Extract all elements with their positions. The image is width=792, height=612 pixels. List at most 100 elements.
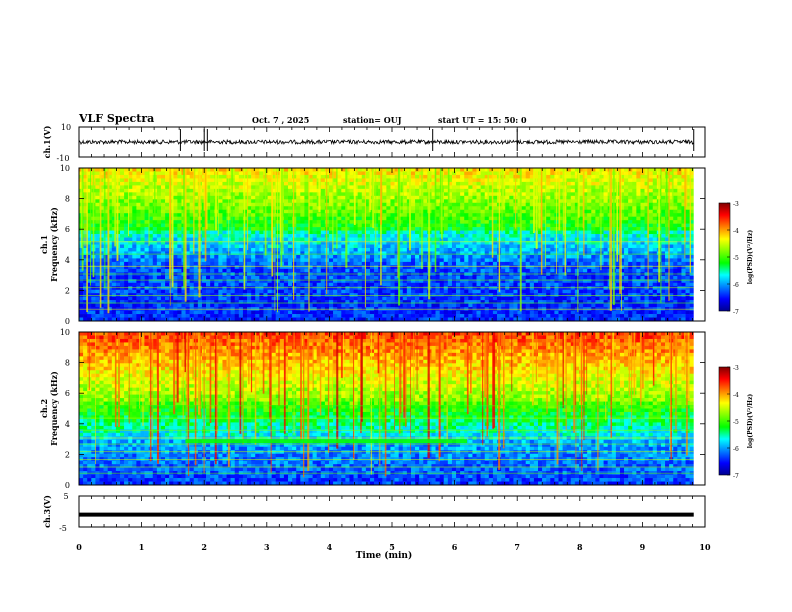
spectrogram-cell [357, 227, 363, 231]
spectrogram-cell [156, 185, 162, 190]
spectrogram-cell [574, 268, 580, 273]
spectrogram-cell [320, 185, 326, 190]
spectrogram-cell [517, 227, 522, 231]
spectrogram-cell [550, 168, 555, 172]
spectrogram-cell [443, 234, 449, 238]
spectrogram-cell [501, 275, 506, 280]
spectrogram-cell [685, 265, 690, 270]
spectrogram-cell [349, 268, 354, 273]
spectrogram-cell [460, 268, 465, 273]
spectrogram-cell [521, 199, 527, 204]
spectrogram-cell [361, 209, 367, 214]
spectrogram-cell [492, 279, 498, 284]
spectrogram-cell [251, 227, 256, 231]
spectrogram-cell [283, 237, 289, 242]
spectrogram-cell [259, 223, 264, 228]
spectrogram-cell [165, 181, 170, 186]
spectrogram-cell [529, 195, 535, 200]
spectrogram-cell [398, 202, 404, 207]
spectrogram-cell [583, 202, 588, 207]
spectrogram-cell [349, 237, 354, 242]
spectrogram-cell [402, 251, 408, 256]
spectrogram-cell [533, 275, 539, 280]
spectrogram-cell [111, 251, 117, 256]
spectrogram-cell [628, 188, 633, 193]
spectrogram-cell [550, 213, 555, 217]
spectrogram-cell [447, 237, 453, 242]
spectrogram-cell [619, 251, 625, 256]
spectrogram-cell [677, 174, 682, 179]
spectrogram-cell [148, 258, 154, 263]
spectrogram-cell [525, 192, 531, 197]
spectrogram-cell [456, 171, 461, 176]
spectrogram-cell [300, 251, 305, 256]
spectrogram-cell [546, 192, 551, 197]
spectrogram-cell [423, 223, 428, 228]
spectrogram-cell [558, 195, 563, 200]
spectrogram-cell [570, 181, 576, 186]
spectrogram-cell [566, 254, 572, 259]
spectrogram-cell [533, 258, 539, 263]
spectrogram-cell [677, 181, 682, 186]
spectrogram-cell [119, 192, 125, 197]
spectrogram-cell [673, 195, 678, 200]
spectrogram-cell [156, 188, 162, 193]
spectrogram-cell [206, 195, 211, 200]
spectrogram-cell [386, 279, 391, 284]
spectrogram-cell [451, 230, 457, 235]
spectrogram-cell [95, 168, 100, 172]
spectrogram-cell [267, 171, 272, 176]
spectrogram-cell [431, 181, 436, 186]
spectrogram-cell [681, 185, 686, 190]
spectrogram-cell [160, 227, 166, 231]
spectrogram-cell [304, 254, 309, 259]
spectrogram-cell [660, 195, 666, 200]
spectrogram-cell [648, 247, 654, 252]
spectrogram-cell [415, 199, 420, 204]
spectrogram-cell [99, 202, 104, 207]
spectrogram-cell [619, 171, 625, 176]
spectrogram-cell [156, 258, 162, 263]
spectrogram-cell [402, 168, 408, 172]
spectrogram-cell [390, 213, 395, 217]
spectrogram-cell [583, 199, 588, 204]
spectrogram-cell [525, 171, 531, 176]
spectrogram-cell [136, 279, 141, 284]
spectrogram-cell [312, 188, 317, 193]
spectrogram-cell [177, 206, 182, 211]
spectrogram-cell [382, 230, 387, 235]
spectrogram-cell [599, 185, 604, 190]
spectrogram-cell [132, 254, 137, 259]
spectrogram-cell [99, 275, 104, 280]
spectrogram-cell [136, 268, 141, 273]
spectrogram-cell [578, 220, 584, 224]
spectrogram-cell [468, 178, 473, 183]
spectrogram-cell [238, 234, 244, 238]
spectrogram-cell [349, 265, 354, 270]
spectrogram-cell [238, 181, 244, 186]
spectrogram-cell [423, 254, 428, 259]
spectrogram-cell [615, 206, 621, 211]
spectrogram-cell [648, 199, 654, 204]
spectrogram-cell [689, 188, 695, 193]
spectrogram-cell [230, 209, 236, 214]
spectrogram-cell [333, 168, 338, 172]
spectrogram-cell [398, 258, 404, 263]
spectrogram-cell [488, 265, 494, 270]
spectrogram-cell [689, 237, 695, 242]
spectrogram-cell [681, 227, 686, 231]
spectrogram-cell [517, 223, 522, 228]
spectrogram-cell [652, 258, 658, 263]
spectrogram-cell [431, 234, 436, 238]
spectrogram-cell [652, 209, 658, 214]
spectrogram-cell [673, 261, 678, 266]
spectrogram-cell [251, 244, 256, 249]
spectrogram-cell [443, 279, 449, 284]
spectrogram-cell [124, 202, 129, 207]
spectrogram-cell [349, 199, 354, 204]
spectrogram-cell [173, 241, 178, 245]
spectrogram-cell [288, 275, 293, 280]
spectrogram-cell [259, 265, 264, 270]
spectrogram-cell [587, 206, 592, 211]
spectrogram-cell [624, 244, 629, 249]
